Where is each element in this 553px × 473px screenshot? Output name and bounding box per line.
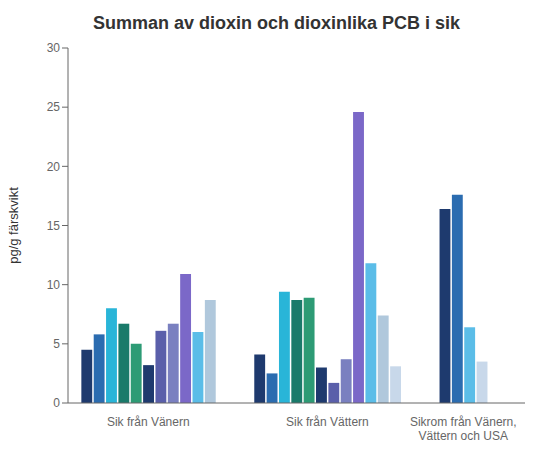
svg-text:0: 0 [53, 396, 60, 410]
html-text:Summan av dioxin och dioxinlik: Summan av dioxin och dioxinlika PCB i si… [93, 13, 460, 33]
svg-text:20: 20 [47, 160, 61, 174]
svg-text:30: 30 [47, 41, 61, 55]
svg-text:25: 25 [47, 100, 61, 114]
svg-text:5: 5 [53, 337, 60, 351]
svg-text:Sik från Vänern: Sik från Vänern [107, 415, 190, 429]
svg-text:10: 10 [47, 278, 61, 292]
svg-text:15: 15 [47, 219, 61, 233]
svg-text:Sik från Vättern: Sik från Vättern [286, 415, 369, 429]
svg-text:Sikrom från Vänern,Vättern och: Sikrom från Vänern,Vättern och USA [410, 415, 517, 443]
svg-text:pg/g färskvikt: pg/g färskvikt [8, 187, 21, 264]
